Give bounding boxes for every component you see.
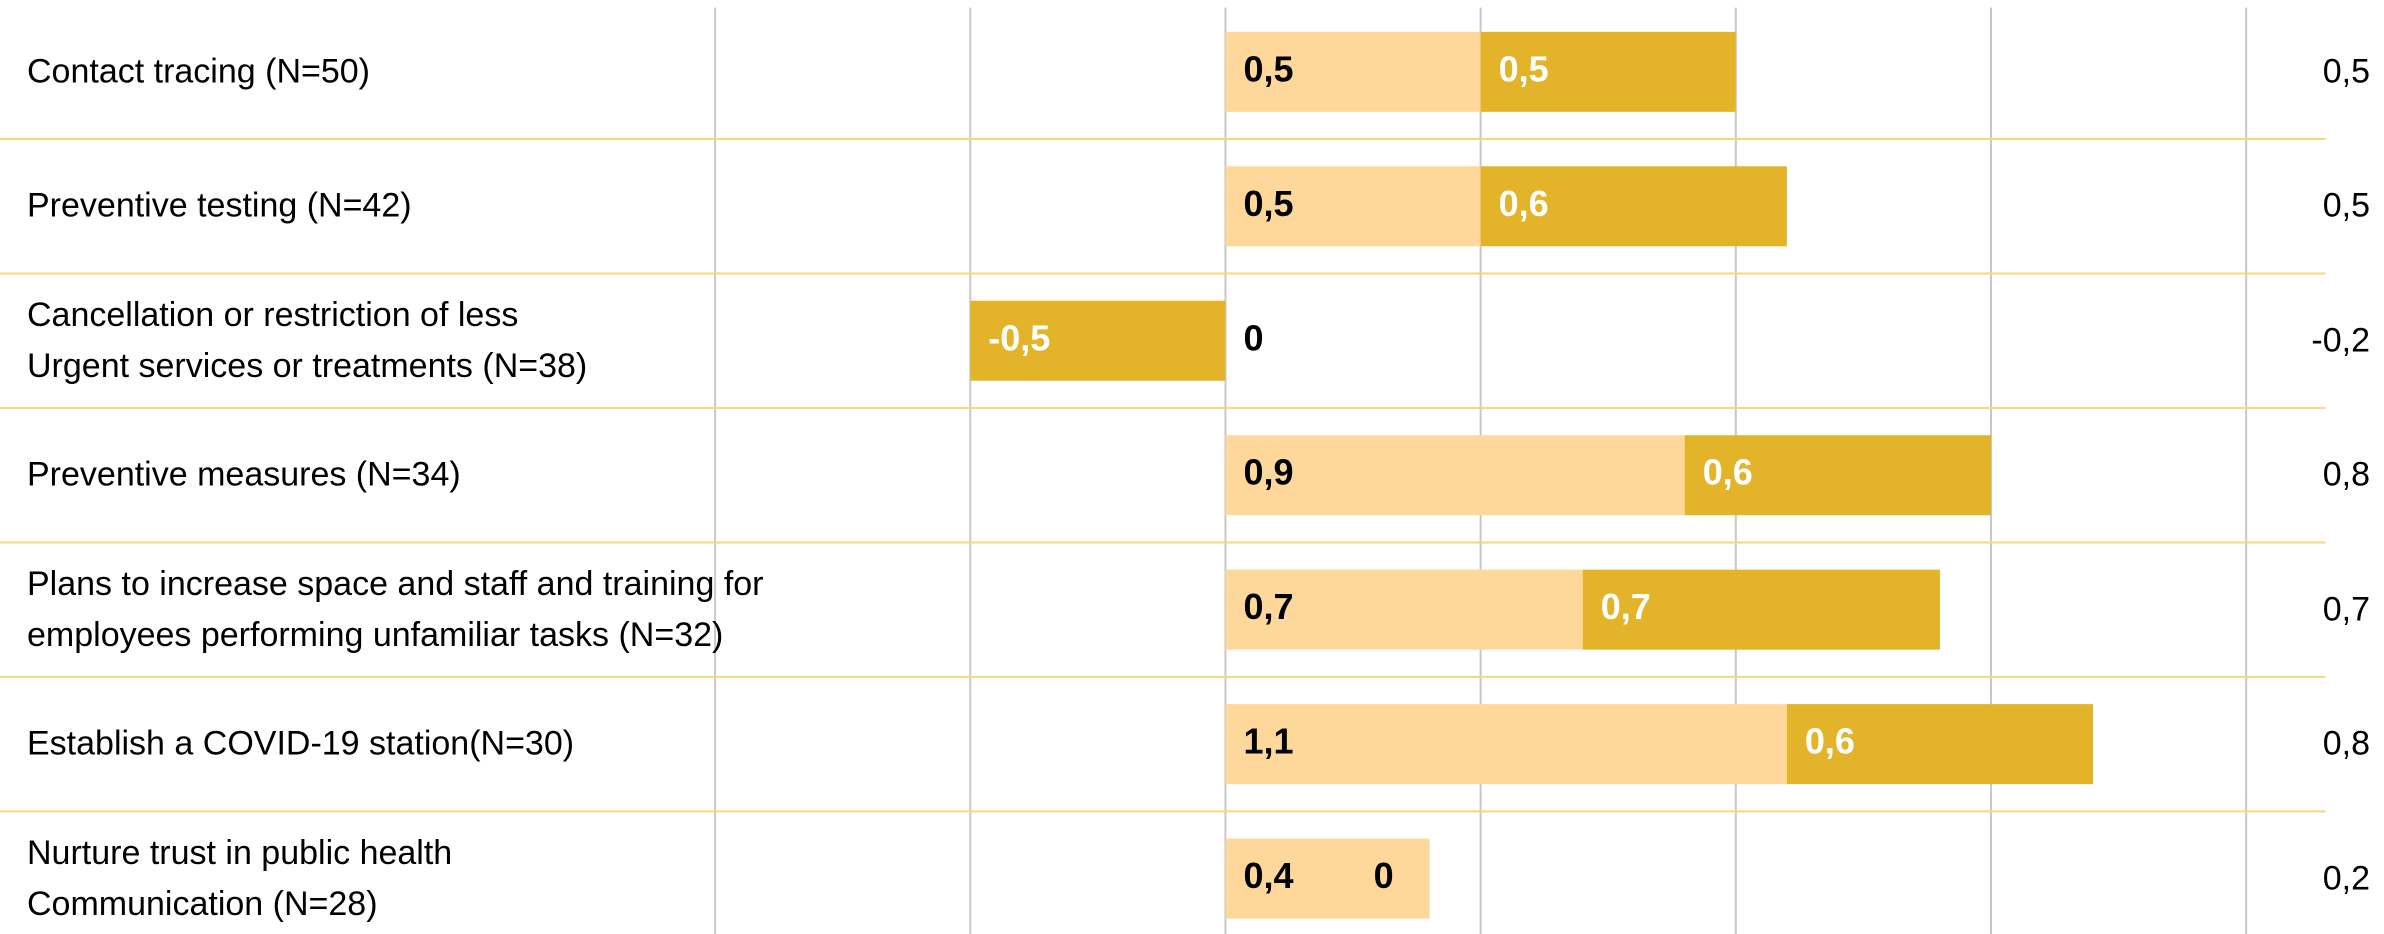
category-label: Cancellation or restriction of less Urge…	[27, 295, 588, 385]
data-label: -0,5	[988, 317, 1050, 358]
bar-segment	[1786, 704, 2094, 785]
data-label: 1,1	[1243, 721, 1293, 762]
data-label: 0,4	[1243, 855, 1293, 896]
average-label: 0,5	[2322, 186, 2370, 225]
bar-segment	[1480, 166, 1787, 247]
data-label: 0,9	[1243, 452, 1293, 493]
data-label: 0,6	[1805, 721, 1855, 762]
data-label: 0,5	[1499, 48, 1549, 89]
bar-segment	[1582, 569, 1940, 650]
data-label: 0,7	[1601, 586, 1651, 627]
category-label: Plans to increase space and staff and tr…	[27, 564, 764, 654]
category-label: Establish a COVID-19 station(N=30)	[27, 724, 575, 763]
bar-segment	[1225, 435, 1685, 516]
bar-segment	[1480, 31, 1736, 112]
average-label: 0,8	[2322, 455, 2370, 494]
data-label: 0,5	[1243, 48, 1293, 89]
data-label: 0,5	[1243, 183, 1293, 224]
bar-segment	[1225, 704, 1787, 785]
data-label: 0,6	[1703, 452, 1753, 493]
category-label: Preventive measures (N=34)	[27, 455, 461, 494]
bar-segment	[1225, 166, 1481, 247]
bar-segment	[1225, 569, 1583, 650]
data-label: 0	[1243, 317, 1263, 358]
data-label: 0	[1374, 855, 1394, 896]
average-label: 0,7	[2322, 590, 2370, 629]
data-label: 0,7	[1243, 586, 1293, 627]
category-label: Nurture trust in public health Communica…	[27, 833, 453, 923]
category-label: Preventive testing (N=42)	[27, 186, 412, 225]
bar-segment	[970, 300, 1226, 381]
bar-segment	[1225, 31, 1481, 112]
average-label: 0,8	[2322, 724, 2370, 763]
category-label: Contact tracing (N=50)	[27, 52, 370, 91]
average-label: 0,5	[2322, 52, 2370, 91]
average-label: -0,2	[2311, 321, 2370, 360]
data-label: 0,6	[1499, 183, 1549, 224]
bar-segment	[1225, 838, 1430, 919]
bar-segment	[1684, 435, 1991, 516]
average-label: 0,2	[2322, 859, 2370, 898]
